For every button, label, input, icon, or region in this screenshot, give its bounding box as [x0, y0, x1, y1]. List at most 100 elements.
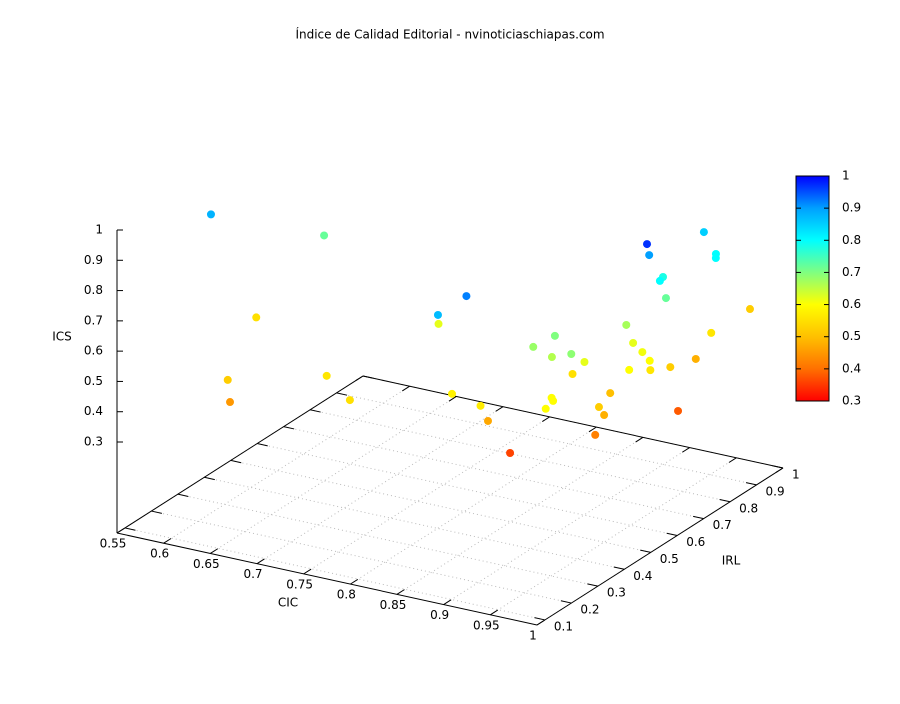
x-tick-label: 0.9	[430, 608, 449, 622]
grid-line	[303, 416, 550, 575]
grid-line	[210, 396, 457, 554]
z-tick-label: 0.6	[84, 344, 103, 358]
x-tick	[495, 406, 504, 412]
y-tick	[640, 549, 651, 553]
point	[666, 363, 675, 372]
x-tick	[163, 538, 172, 544]
point	[699, 228, 708, 237]
point	[506, 449, 515, 458]
point	[745, 305, 754, 314]
y-tick	[745, 482, 757, 486]
grid-line	[309, 409, 731, 503]
colorbar	[795, 175, 830, 402]
y-tick	[534, 617, 546, 621]
x-tick-label: 0.6	[150, 547, 169, 561]
axis-line	[362, 375, 784, 469]
point	[691, 354, 700, 363]
y-tick-label: 0.8	[739, 501, 758, 515]
y-tick-label: 0.9	[766, 484, 785, 498]
x-tick	[303, 568, 312, 575]
y-tick-label: 0.4	[633, 569, 652, 583]
colorbar-tick-label: 0.4	[842, 361, 861, 375]
y-tick-label: 1	[792, 468, 800, 482]
point	[433, 310, 442, 319]
grid-line	[204, 476, 625, 570]
grid-line	[490, 457, 737, 616]
y-tick	[204, 476, 215, 481]
y-tick	[124, 527, 136, 531]
x-tick-label: 0.65	[193, 557, 220, 571]
z-tick-label: 0.7	[84, 313, 103, 327]
point	[549, 396, 558, 405]
x-tick	[635, 436, 644, 443]
point	[529, 342, 538, 351]
x-tick	[402, 385, 410, 392]
z-tick-label: 0.8	[84, 283, 103, 297]
x-tick	[682, 447, 690, 453]
x-tick	[350, 578, 358, 585]
y-tick	[283, 426, 295, 430]
y-tick	[177, 493, 189, 497]
x-tick	[443, 599, 452, 605]
x-tick	[728, 457, 737, 463]
colorbar-tick-label: 0.6	[842, 297, 861, 311]
x-tick	[256, 558, 265, 565]
colorbar-tick-label: 0.7	[842, 265, 861, 279]
x-tick	[210, 548, 218, 554]
grid-line	[230, 459, 651, 553]
point	[707, 328, 716, 337]
axis-line	[116, 375, 364, 534]
point	[320, 231, 329, 240]
grid-line	[396, 436, 644, 595]
x-tick-label: 0.7	[243, 567, 262, 581]
x-tick-label: 1	[529, 629, 537, 643]
point	[226, 398, 235, 407]
grid-line	[124, 527, 546, 621]
y-tick-label: 0.6	[686, 535, 705, 549]
point	[567, 350, 576, 359]
point	[594, 403, 603, 412]
x-tick-label: 0.8	[337, 588, 356, 602]
x-axis-label: CIC	[278, 596, 298, 610]
point	[645, 356, 654, 365]
point	[483, 416, 492, 425]
x-tick-label: 0.55	[100, 537, 127, 551]
point	[462, 292, 471, 301]
z-tick-label: 0.9	[84, 253, 103, 267]
point	[547, 353, 556, 362]
chart-title: Índice de Calidad Editorial - nvinoticia…	[295, 27, 604, 42]
x-tick-label: 0.95	[473, 618, 500, 632]
grid-line	[256, 406, 504, 565]
point	[568, 370, 577, 379]
y-tick-label: 0.7	[713, 518, 732, 532]
colorbar-tick-label: 1	[842, 169, 850, 183]
grid-line	[163, 385, 410, 544]
x-tick	[396, 589, 405, 595]
x-tick	[490, 609, 498, 616]
grid-line	[177, 493, 598, 587]
y-tick	[693, 515, 704, 520]
x-tick-label: 0.85	[380, 598, 407, 612]
x-tick-label: 0.75	[286, 577, 313, 591]
point	[345, 396, 354, 405]
y-tick	[230, 459, 242, 464]
y-tick	[719, 498, 731, 503]
point	[655, 276, 664, 285]
point	[711, 254, 720, 263]
y-tick	[613, 566, 625, 570]
grid-line	[350, 426, 597, 585]
point	[322, 371, 331, 380]
z-tick-label: 0.3	[84, 435, 103, 449]
y-tick-label: 0.1	[554, 619, 573, 633]
point	[606, 389, 615, 398]
y-tick	[257, 443, 268, 447]
y-tick-label: 0.2	[580, 603, 599, 617]
colorbar-tick-label: 0.5	[842, 329, 861, 343]
y-tick	[151, 510, 162, 514]
point	[580, 357, 589, 366]
point	[591, 430, 600, 439]
y-tick	[666, 532, 678, 537]
y-tick-label: 0.5	[660, 552, 679, 566]
point	[629, 338, 638, 347]
